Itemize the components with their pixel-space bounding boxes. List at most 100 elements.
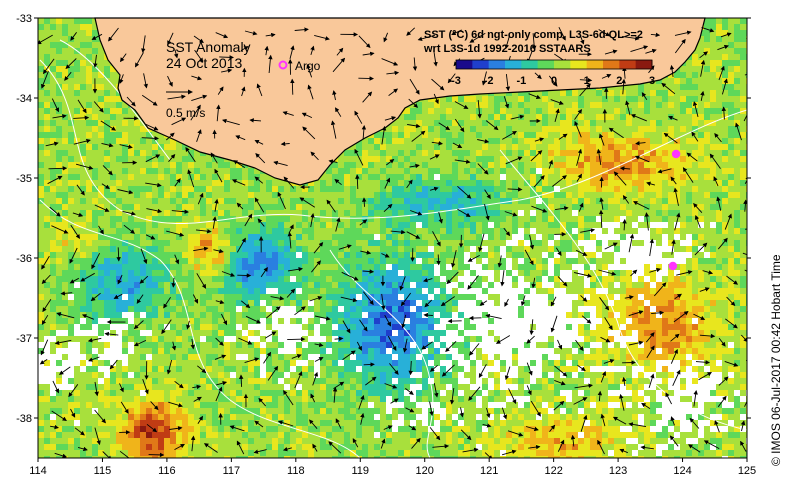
sst-cell (152, 222, 158, 228)
sst-cell (590, 192, 596, 198)
sst-cell (398, 162, 404, 168)
sst-cell (590, 132, 596, 138)
sst-cell (122, 126, 128, 132)
sst-cell (116, 114, 122, 120)
sst-cell (86, 156, 92, 162)
sst-cell (530, 252, 536, 258)
sst-cell (104, 258, 110, 264)
sst-cell (386, 240, 392, 246)
sst-cell (518, 90, 524, 96)
sst-cell (38, 96, 44, 102)
sst-cell (86, 114, 92, 120)
sst-cell (200, 258, 206, 264)
sst-cell (602, 180, 608, 186)
sst-cell (668, 78, 674, 84)
sst-cell (716, 126, 722, 132)
sst-cell (650, 156, 656, 162)
sst-cell (56, 24, 62, 30)
sst-cell (152, 204, 158, 210)
sst-cell (380, 210, 386, 216)
sst-cell (224, 192, 230, 198)
sst-cell (686, 246, 692, 252)
sst-cell (554, 240, 560, 246)
sst-cell (92, 174, 98, 180)
sst-cell (536, 108, 542, 114)
sst-cell (254, 264, 260, 270)
sst-cell (548, 126, 554, 132)
sst-cell (464, 108, 470, 114)
sst-cell (308, 216, 314, 222)
sst-cell (80, 42, 86, 48)
sst-cell (86, 192, 92, 198)
sst-cell (506, 270, 512, 276)
sst-cell (440, 204, 446, 210)
sst-cell (488, 120, 494, 126)
sst-cell (590, 216, 596, 222)
sst-cell (350, 198, 356, 204)
sst-cell (86, 126, 92, 132)
sst-cell (602, 102, 608, 108)
sst-cell (494, 144, 500, 150)
sst-cell (74, 36, 80, 42)
sst-cell (200, 204, 206, 210)
sst-cell (500, 138, 506, 144)
sst-cell (344, 150, 350, 156)
sst-cell (656, 78, 662, 84)
sst-cell (68, 132, 74, 138)
sst-cell (356, 216, 362, 222)
sst-cell (554, 204, 560, 210)
sst-cell (188, 234, 194, 240)
sst-cell (110, 198, 116, 204)
sst-cell (626, 84, 632, 90)
sst-cell (68, 270, 74, 276)
sst-cell (548, 252, 554, 258)
sst-cell (662, 228, 668, 234)
sst-cell (578, 228, 584, 234)
sst-cell (440, 186, 446, 192)
sst-cell (440, 228, 446, 234)
sst-cell (548, 150, 554, 156)
sst-cell (110, 186, 116, 192)
sst-cell (92, 210, 98, 216)
sst-cell (56, 66, 62, 72)
sst-cell (620, 186, 626, 192)
sst-cell (116, 108, 122, 114)
sst-cell (734, 174, 740, 180)
sst-cell (212, 186, 218, 192)
sst-cell (686, 216, 692, 222)
sst-cell (206, 252, 212, 258)
sst-cell (530, 174, 536, 180)
sst-cell (98, 72, 104, 78)
sst-cell (182, 156, 188, 162)
sst-cell (566, 228, 572, 234)
sst-cell (50, 204, 56, 210)
sst-cell (164, 216, 170, 222)
sst-cell (224, 228, 230, 234)
sst-cell (50, 276, 56, 282)
sst-cell (326, 246, 332, 252)
sst-cell (710, 126, 716, 132)
sst-cell (716, 48, 722, 54)
sst-cell (98, 180, 104, 186)
sst-cell (68, 84, 74, 90)
sst-cell (218, 234, 224, 240)
sst-cell (350, 144, 356, 150)
sst-cell (164, 192, 170, 198)
sst-cell (620, 108, 626, 114)
sst-cell (104, 150, 110, 156)
sst-cell (632, 102, 638, 108)
sst-cell (236, 162, 242, 168)
sst-cell (488, 180, 494, 186)
sst-cell (170, 210, 176, 216)
sst-cell (92, 96, 98, 102)
sst-cell (56, 36, 62, 42)
sst-cell (230, 252, 236, 258)
sst-cell (692, 90, 698, 96)
sst-cell (410, 180, 416, 186)
sst-cell (422, 240, 428, 246)
sst-cell (326, 264, 332, 270)
sst-cell (404, 108, 410, 114)
sst-cell (80, 138, 86, 144)
sst-cell (692, 108, 698, 114)
sst-cell (50, 42, 56, 48)
